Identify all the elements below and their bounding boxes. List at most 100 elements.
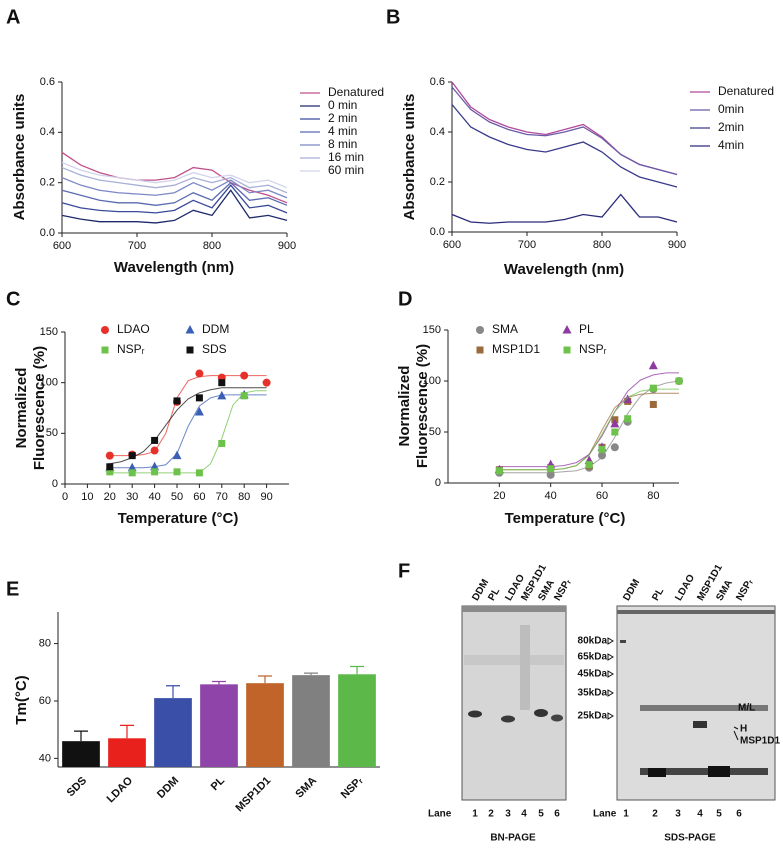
x-axis-label: Wavelength (nm) xyxy=(504,261,624,278)
data-point xyxy=(648,360,658,370)
legend-label: LDAO xyxy=(117,322,150,336)
panel-label: D xyxy=(398,288,412,310)
band-label: H xyxy=(740,724,747,735)
spectrum-line xyxy=(61,166,288,194)
fit-curve xyxy=(109,387,267,465)
spectrum-line xyxy=(61,189,288,224)
error-bar xyxy=(212,680,226,685)
bar xyxy=(338,674,376,767)
data-point xyxy=(649,384,657,392)
spectrum-line xyxy=(451,104,678,188)
x-tick-label: 900 xyxy=(278,240,296,252)
spectrum-line xyxy=(61,184,288,214)
x-tick-label: 60 xyxy=(596,490,608,502)
data-point xyxy=(598,445,606,453)
marker-arrow xyxy=(607,670,614,678)
data-point xyxy=(106,463,114,471)
legend-label: PL xyxy=(579,322,594,336)
marker-label: 45kDa xyxy=(578,669,608,680)
data-point xyxy=(546,470,555,479)
gel-band xyxy=(693,721,707,728)
legend-label: 4 min xyxy=(328,124,357,138)
data-point xyxy=(623,394,633,403)
spectrum-line xyxy=(61,161,288,189)
y-tick-label: 50 xyxy=(46,427,58,439)
legend-marker xyxy=(185,325,195,334)
band-pointer xyxy=(733,726,739,741)
data-point xyxy=(105,451,114,460)
data-point xyxy=(598,451,606,460)
data-point xyxy=(585,461,593,469)
data-point xyxy=(150,446,159,455)
data-point xyxy=(675,377,683,385)
legend-label: 16 min xyxy=(328,150,364,164)
data-point xyxy=(649,400,657,408)
lane-number: 4 xyxy=(521,809,527,820)
legend-label: NSPᵣ xyxy=(117,342,145,356)
data-point xyxy=(547,465,555,473)
panel-label: F xyxy=(398,560,410,582)
gel-band xyxy=(620,640,626,643)
x-tick-label: 20 xyxy=(104,491,116,503)
gel-band xyxy=(640,768,768,775)
marker-label: 25kDa xyxy=(578,711,608,722)
legend-label: NSPᵣ xyxy=(579,342,607,356)
x-tick-label: 700 xyxy=(518,239,536,251)
x-axis-label: Wavelength (nm) xyxy=(114,259,234,276)
y-tick-label: 150 xyxy=(40,326,58,338)
y-tick-label: 0.4 xyxy=(40,126,55,138)
y-tick-label: 50 xyxy=(429,426,441,438)
y-axis-label: Normalized xyxy=(13,368,30,449)
error-bar xyxy=(350,665,364,675)
data-point xyxy=(195,394,203,402)
spectrum-line xyxy=(61,177,288,199)
y-tick-label: 40 xyxy=(39,752,51,764)
data-point xyxy=(128,469,136,477)
y-axis-label: Tm(°C) xyxy=(13,675,30,724)
bn-gel xyxy=(461,605,567,801)
legend-marker xyxy=(101,326,109,334)
data-point xyxy=(172,450,182,460)
lane-number: 2 xyxy=(652,809,658,820)
x-tick-label: 800 xyxy=(593,239,611,251)
lane-number: 1 xyxy=(623,809,629,820)
fit-curve xyxy=(109,390,267,474)
data-point xyxy=(128,452,136,460)
y-tick-label: 0 xyxy=(52,478,58,490)
data-point xyxy=(194,407,204,416)
data-point xyxy=(173,468,181,476)
gel-caption: BN-PAGE xyxy=(490,833,536,844)
y-tick-label: 0.2 xyxy=(430,176,445,188)
band-label: M/L xyxy=(738,703,755,714)
y-tick-label: 0.6 xyxy=(40,76,55,88)
panel-label: E xyxy=(6,578,19,600)
lane-number: 5 xyxy=(538,809,544,820)
data-point xyxy=(151,468,159,476)
x-tick-label: 700 xyxy=(128,240,146,252)
legend-marker xyxy=(476,326,484,334)
bar xyxy=(62,741,100,767)
data-point xyxy=(611,428,619,436)
lane-title: Lane xyxy=(428,809,452,820)
data-point xyxy=(127,462,137,472)
spectrum-line xyxy=(61,151,288,204)
legend-marker xyxy=(476,346,484,354)
x-tick-label: 600 xyxy=(53,240,71,252)
x-tick-label: 800 xyxy=(203,240,221,252)
legend-label: 0min xyxy=(718,102,744,116)
legend-label: Denatured xyxy=(328,85,384,99)
gel-image xyxy=(616,605,776,801)
x-tick-label: 70 xyxy=(216,491,228,503)
lane-number: 6 xyxy=(554,809,560,820)
data-point xyxy=(624,415,632,423)
legend-marker xyxy=(563,346,571,354)
data-point xyxy=(262,378,271,387)
gel-caption: SDS-PAGE xyxy=(664,833,716,844)
lane-number: 5 xyxy=(716,809,722,820)
y-tick-label: 0.2 xyxy=(40,177,55,189)
x-tick-label: 600 xyxy=(443,239,461,251)
spectrum-line xyxy=(61,181,288,206)
gel-wells xyxy=(462,606,566,612)
data-point xyxy=(151,436,159,444)
